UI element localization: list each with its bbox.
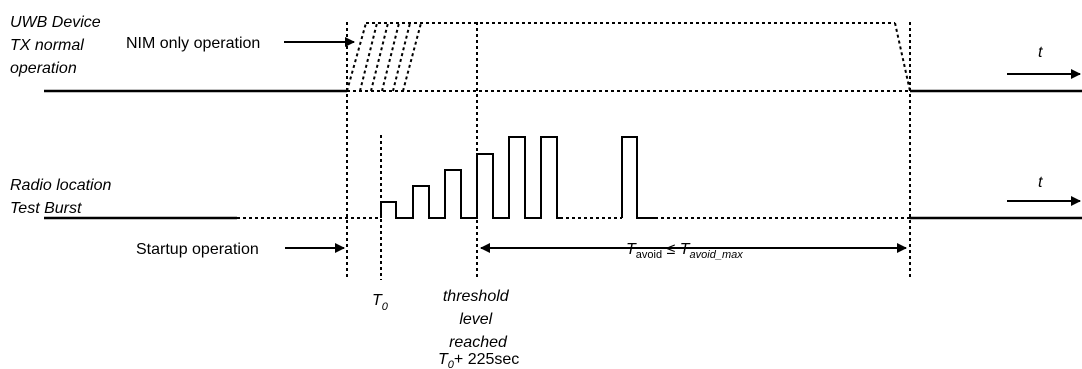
t-label-upper: t: [1038, 44, 1043, 61]
uwb-dotted-envelope: [346, 22, 911, 92]
t-label-lower: t: [1038, 174, 1043, 191]
test-burst-pulses: [380, 136, 560, 219]
radio-location-label: Radio location Test Burst: [10, 177, 116, 217]
nim-only-label: NIM only operation: [126, 35, 260, 52]
radio-burst-row: [44, 136, 1082, 220]
t0-225-label: T0+ 225sec: [438, 351, 519, 369]
test-burst-pulse-late: [621, 136, 655, 219]
tavoid-label: Tavoid ≤ Tavoid_max: [626, 241, 743, 261]
time-markers: [346, 22, 911, 280]
uwb-tx-row: [44, 22, 1082, 93]
threshold-label: threshold level reached: [443, 288, 513, 351]
uwb-device-label: UWB Device TX normal operation: [10, 14, 105, 77]
t0-label: T0: [372, 292, 389, 313]
startup-label: Startup operation: [136, 241, 259, 258]
